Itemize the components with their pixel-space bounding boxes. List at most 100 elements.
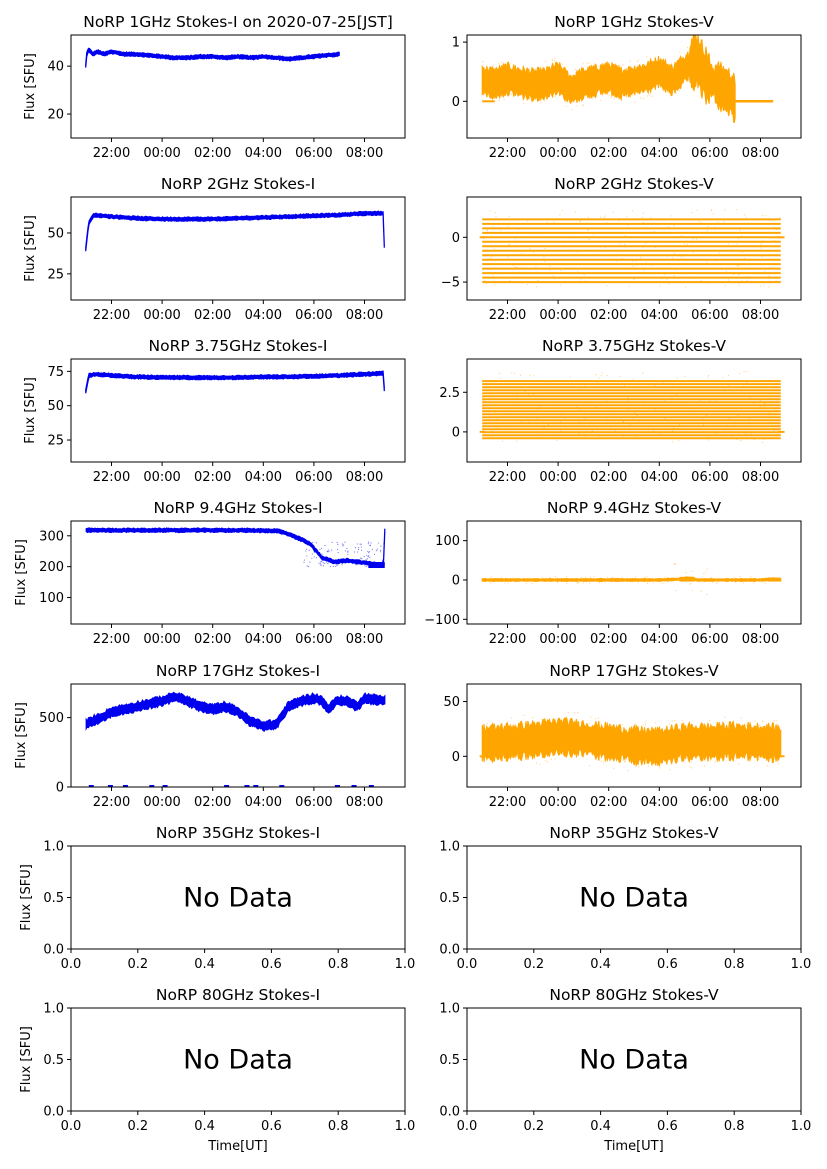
series-point [612, 579, 614, 581]
series-point [670, 71, 672, 73]
series-point [604, 215, 607, 217]
series-point [526, 100, 528, 102]
series-point [614, 430, 616, 432]
y-tick-label: 0.5 [43, 891, 64, 906]
series-point [616, 80, 618, 82]
series-point [567, 75, 569, 77]
series-point [558, 401, 560, 403]
series-point [546, 221, 549, 223]
series-point [700, 280, 702, 282]
series-point [224, 785, 230, 787]
x-tick-label: 02:00 [194, 146, 231, 161]
series-point [612, 750, 614, 752]
series-point [631, 396, 633, 398]
series-point [305, 550, 307, 552]
series-point [705, 261, 708, 263]
series-point [674, 563, 676, 565]
series-point [500, 576, 502, 578]
series-point [598, 749, 600, 751]
series-point [627, 224, 629, 227]
x-tick-label: 06:00 [691, 795, 728, 810]
series-point [529, 374, 531, 376]
series-point [615, 423, 617, 425]
series-point [620, 228, 622, 230]
series-point [509, 280, 511, 282]
y-axis-label: Flux [SFU] [19, 1026, 34, 1093]
series-point [771, 402, 774, 404]
series-point [383, 543, 385, 545]
series-point [582, 105, 584, 107]
axes-frame [70, 683, 406, 788]
x-tick-label: 00:00 [143, 470, 180, 485]
series-point [559, 277, 561, 279]
series-point [536, 281, 538, 283]
series-point [768, 218, 770, 221]
series-point [760, 241, 762, 243]
series-point [500, 755, 502, 757]
series-point [618, 220, 620, 222]
series-point [621, 84, 624, 86]
series-point [335, 565, 337, 568]
series-point [548, 381, 550, 383]
x-tick-label: 02:00 [194, 795, 231, 810]
y-axis-label: Flux [SFU] [23, 215, 38, 282]
series-point [686, 46, 689, 48]
series-point [682, 235, 684, 237]
series-point [629, 60, 631, 62]
series-point [555, 431, 558, 433]
series-point [699, 380, 701, 382]
series-point [606, 284, 608, 287]
series-point [521, 577, 523, 580]
series-point [640, 77, 642, 79]
series-point [606, 576, 609, 579]
series-point [578, 421, 580, 423]
series-point [741, 280, 743, 282]
series-point [560, 269, 562, 272]
series-point [759, 399, 761, 402]
series-point [600, 734, 602, 736]
series-point [594, 249, 596, 251]
series-point [613, 65, 616, 67]
series-point [717, 221, 719, 223]
series-point [616, 260, 618, 262]
y-tick-label: 100 [435, 534, 460, 549]
series-point [653, 384, 655, 386]
series-point [718, 252, 720, 254]
x-tick-label: 08:00 [742, 308, 779, 323]
series-point [642, 372, 644, 374]
series-point [756, 578, 758, 580]
series-point [559, 284, 562, 286]
series-point [675, 92, 678, 94]
series-point [551, 59, 553, 61]
series-point [744, 257, 746, 259]
plot-area [85, 370, 385, 394]
series-point [700, 221, 702, 223]
series-point [764, 231, 767, 234]
series-point [482, 405, 484, 408]
series-point [692, 67, 694, 69]
series-point [632, 418, 634, 421]
series-point [736, 243, 739, 245]
series-point [592, 754, 594, 756]
series-point [753, 416, 755, 418]
series-point [771, 731, 773, 734]
series-point [482, 269, 484, 271]
series-point [614, 90, 616, 92]
series-point [626, 578, 629, 581]
series-point [623, 761, 626, 763]
series-point [612, 211, 614, 214]
series-point [320, 562, 322, 564]
series-point [642, 246, 644, 248]
series-point [510, 93, 512, 95]
series-point [707, 282, 709, 284]
series-point [571, 109, 573, 111]
series-point [591, 430, 594, 432]
x-tick-label: 0.6 [261, 1119, 282, 1134]
series-point [779, 244, 781, 247]
series-point [673, 225, 675, 227]
series-point [638, 763, 640, 765]
series-point [562, 414, 564, 416]
series-point [638, 420, 640, 422]
y-tick-label: 0.0 [439, 943, 460, 958]
series-point [520, 393, 522, 395]
